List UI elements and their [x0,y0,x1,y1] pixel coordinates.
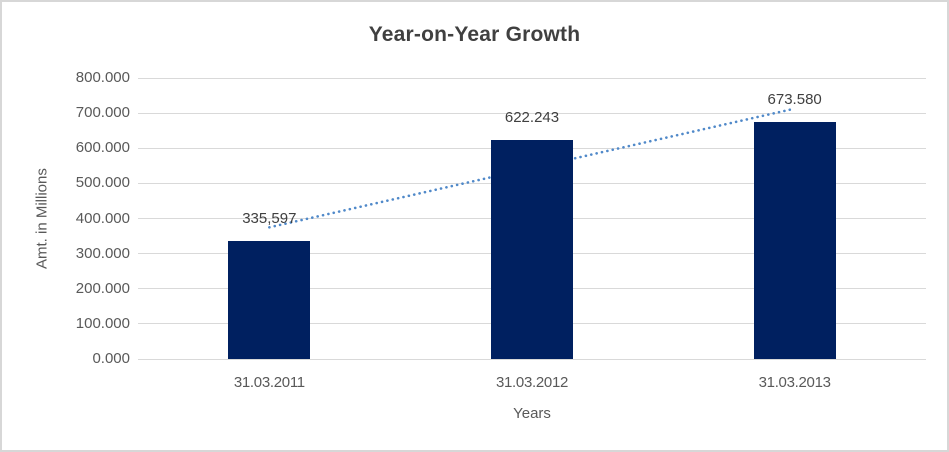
y-tick-label: 700.000 [75,104,130,122]
chart-title: Year-on-Year Growth [368,23,581,46]
y-tick-label: 600.000 [75,139,130,157]
bar-31.03.2013 [753,122,836,359]
plot-area [138,77,926,360]
gridline [138,358,926,360]
data-label: 622.243 [504,109,560,127]
y-tick-label: 200.000 [75,279,130,297]
x-tick-label: 31.03.2013 [758,374,831,391]
data-label: 335,597 [242,210,297,228]
y-tick-label: 100.000 [75,314,130,332]
y-tick-label: 0.000 [92,350,130,367]
bar-31.03.2011 [228,241,311,359]
x-axis-title: Years [513,405,551,422]
x-tick-label: 31.03.2012 [495,374,569,391]
gridline [138,77,926,79]
data-label: 673.580 [767,91,822,109]
y-tick-label: 400.000 [75,209,130,227]
y-tick-label: 500.000 [75,174,130,192]
gridline [138,112,926,114]
bar-31.03.2012 [491,140,573,359]
y-tick-label: 300.000 [75,244,130,262]
x-tick-label: 31.03.2011 [233,374,305,391]
y-tick-label: 800.000 [75,69,130,86]
